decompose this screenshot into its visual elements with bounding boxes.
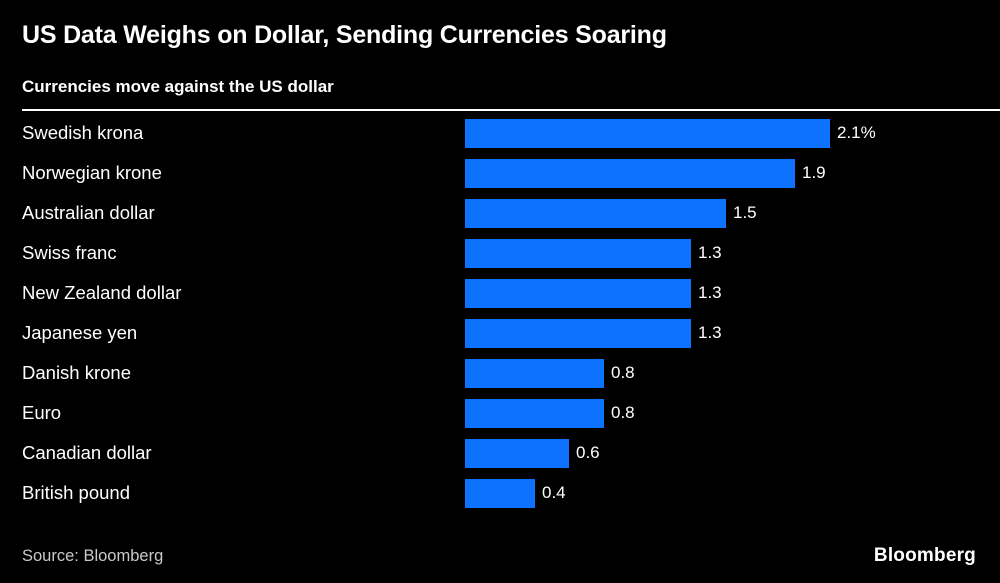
bar-row: New Zealand dollar 1.3 xyxy=(0,273,1000,313)
bar-row: Swedish krona 2.1% xyxy=(0,113,1000,153)
chart-subtitle: Currencies move against the US dollar xyxy=(22,77,334,96)
bar-row: Australian dollar 1.5 xyxy=(0,193,1000,233)
value-label: 2.1% xyxy=(837,123,876,142)
bar xyxy=(465,358,604,388)
category-label: Australian dollar xyxy=(22,202,155,223)
value-label: 1.3 xyxy=(698,243,722,262)
bar xyxy=(465,478,535,508)
value-label: 1.9 xyxy=(802,163,826,182)
bar xyxy=(465,238,691,268)
source-attribution: Source: Bloomberg xyxy=(22,546,164,565)
bar xyxy=(465,438,569,468)
bar-row: Danish krone 0.8 xyxy=(0,353,1000,393)
bar-row: British pound 0.4 xyxy=(0,473,1000,513)
category-label: Canadian dollar xyxy=(22,442,152,463)
bar-row: Swiss franc 1.3 xyxy=(0,233,1000,273)
category-label: Danish krone xyxy=(22,362,132,383)
bar-rows: Swedish krona 2.1% Norwegian krone 1.9 Austr… xyxy=(0,113,1000,513)
bar xyxy=(465,198,726,228)
bar-row: Canadian dollar 0.6 xyxy=(0,433,1000,473)
category-label: Euro xyxy=(22,402,62,423)
bar xyxy=(465,278,691,308)
category-label: New Zealand dollar xyxy=(22,282,182,303)
category-label: British pound xyxy=(22,482,130,503)
category-label: Swedish krona xyxy=(22,122,144,143)
value-label: 0.6 xyxy=(576,443,600,462)
bar xyxy=(465,158,795,188)
value-label: 0.8 xyxy=(611,403,635,422)
bar xyxy=(465,118,830,148)
bloomberg-logo: Bloomberg xyxy=(873,545,976,566)
category-label: Japanese yen xyxy=(22,322,138,343)
bar-row: Euro 0.8 xyxy=(0,393,1000,433)
value-label: 1.3 xyxy=(698,283,722,302)
category-label: Norwegian krone xyxy=(22,162,162,183)
value-label: 0.4 xyxy=(542,483,566,502)
bar xyxy=(465,318,691,348)
header-divider xyxy=(22,109,1000,111)
value-label: 1.5 xyxy=(733,203,757,222)
category-label: Swiss franc xyxy=(22,242,117,263)
bar-row: Norwegian krone 1.9 xyxy=(0,153,1000,193)
bar xyxy=(465,398,604,428)
value-label: 1.3 xyxy=(698,323,722,342)
chart-title: US Data Weighs on Dollar, Sending Curren… xyxy=(22,21,667,49)
chart-footer: Source: Bloomberg Bloomberg xyxy=(0,545,1000,567)
value-label: 0.8 xyxy=(611,363,635,382)
chart-header: US Data Weighs on Dollar, Sending Curren… xyxy=(0,20,1000,97)
bar-row: Japanese yen 1.3 xyxy=(0,313,1000,353)
